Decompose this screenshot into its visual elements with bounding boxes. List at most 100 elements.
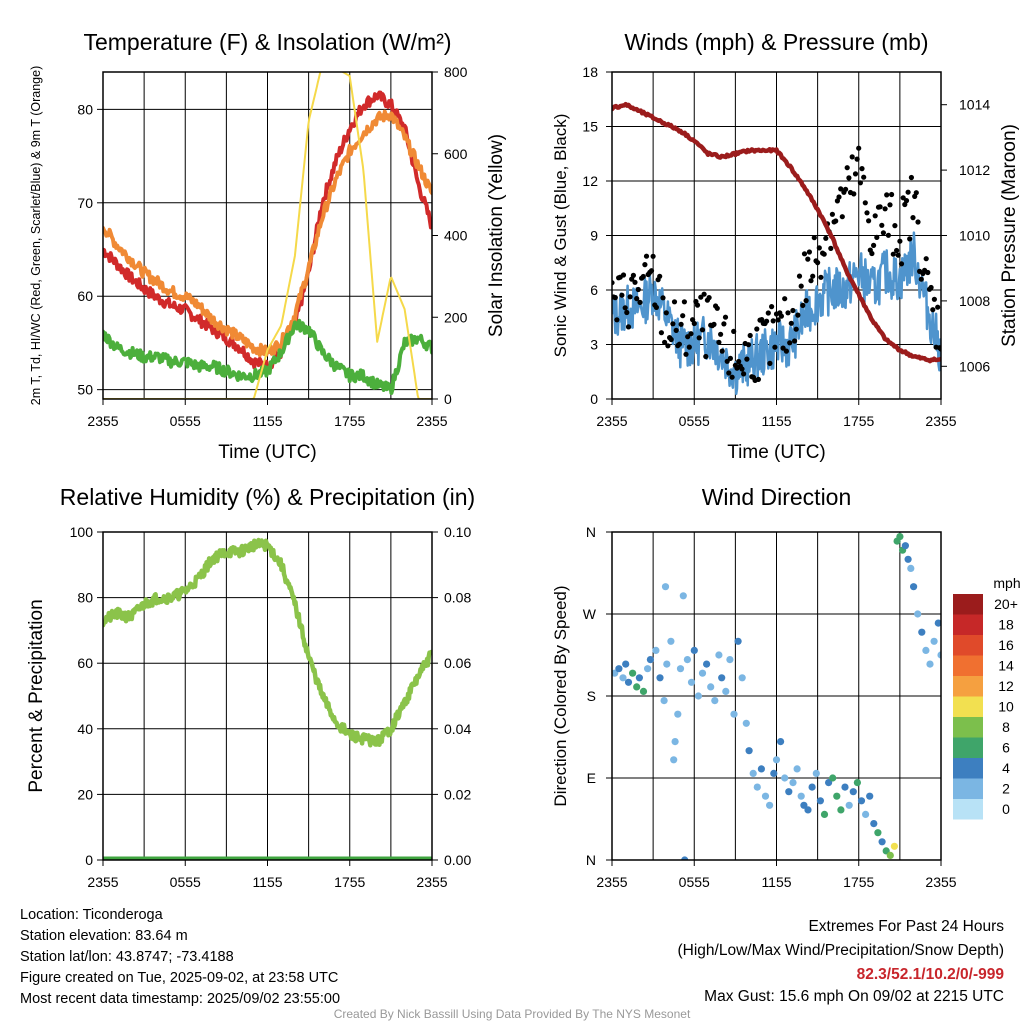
direction-point — [683, 656, 692, 664]
direction-point — [670, 756, 678, 764]
x-tick-label: 2355 — [925, 874, 956, 890]
direction-point — [656, 674, 664, 682]
gust-point — [706, 295, 712, 301]
gust-point — [931, 296, 938, 302]
x-tick-label: 2355 — [596, 874, 627, 890]
y2-tick-label: 1006 — [959, 358, 990, 374]
gust-point — [828, 245, 834, 251]
x-tick-label: 1155 — [761, 413, 791, 429]
direction-point — [841, 783, 849, 791]
gust-point — [859, 166, 865, 172]
colorbar-label: 4 — [1002, 760, 1010, 776]
x-tick-label: 1755 — [334, 874, 365, 890]
gust-point — [829, 211, 836, 217]
direction-point — [772, 756, 781, 764]
gust-point — [885, 232, 892, 238]
y-tick-label: 80 — [77, 101, 93, 117]
direction-point — [619, 674, 627, 682]
gust-point — [681, 299, 688, 305]
gust-point — [838, 186, 844, 192]
direction-point — [785, 788, 793, 796]
gust-point — [897, 238, 903, 244]
y-axis-label: Sonic Wind & Gust (Blue, Black) — [551, 114, 570, 358]
y2-tick-label: 1008 — [959, 293, 990, 309]
gust-point — [642, 262, 648, 268]
colorbar-label: 14 — [998, 658, 1014, 674]
direction-point — [789, 779, 797, 787]
gust-point — [905, 189, 911, 195]
direction-point — [890, 842, 899, 850]
direction-point — [734, 637, 742, 645]
direction-point — [910, 583, 918, 591]
gust-point — [660, 295, 666, 301]
colorbar-label: 16 — [998, 637, 1014, 653]
gust-point — [895, 252, 901, 258]
y-tick-label: 6 — [590, 282, 598, 298]
gust-point — [665, 343, 671, 349]
direction-point — [937, 651, 941, 659]
gust-point — [892, 223, 898, 229]
gust-point — [635, 286, 641, 293]
y2-tick-label: 400 — [444, 228, 468, 244]
y2-tick-label: 1010 — [959, 228, 990, 244]
gust-point — [657, 273, 663, 279]
gust-point — [935, 304, 941, 310]
gust-point — [877, 204, 883, 210]
gust-point — [683, 351, 689, 357]
direction-point — [812, 769, 820, 778]
colorbar-swatch — [953, 737, 983, 758]
direction-point — [646, 656, 655, 664]
colorbar-swatch — [953, 635, 983, 656]
direction-point — [793, 765, 801, 773]
x-axis-label: Time (UTC) — [727, 442, 826, 463]
y-tick-label: 0 — [85, 852, 93, 868]
gust-point — [726, 370, 732, 376]
gust-point — [884, 192, 890, 198]
gust-point — [775, 317, 781, 323]
gust-point — [795, 312, 801, 318]
gust-point — [903, 198, 910, 204]
gust-point — [701, 291, 707, 297]
gust-point — [808, 278, 814, 284]
direction-point — [687, 678, 696, 686]
gust-point — [625, 324, 632, 330]
direction-point — [726, 656, 734, 664]
y2-axis-label: Solar Insolation (Yellow) — [486, 134, 507, 337]
gust-point — [872, 213, 878, 219]
gust-point — [634, 296, 640, 302]
gust-point — [770, 318, 776, 324]
colorbar-label: 2 — [1002, 781, 1010, 797]
gust-point — [739, 366, 745, 372]
x-tick-label: 2355 — [925, 413, 956, 429]
gust-point — [918, 276, 924, 282]
gust-point — [691, 320, 697, 327]
y2-tick-label: 0.02 — [444, 786, 471, 802]
gust-point — [823, 235, 829, 241]
direction-point — [639, 687, 648, 696]
gust-point — [908, 174, 915, 181]
gust-point — [907, 236, 913, 242]
colorbar-swatch — [953, 758, 983, 779]
gust-point — [887, 202, 893, 208]
gust-point — [673, 327, 679, 333]
gust-point — [699, 327, 706, 333]
gust-point — [714, 305, 720, 311]
gust-point — [898, 261, 905, 267]
gust-point — [668, 336, 674, 343]
gust-point — [637, 299, 643, 305]
chart-title: Wind Direction — [702, 484, 852, 510]
gust-point — [798, 283, 804, 289]
gust-point — [676, 341, 683, 347]
gust-point — [670, 321, 676, 327]
direction-point — [766, 801, 774, 809]
direction-point — [753, 783, 761, 791]
y2-tick-label: 1014 — [959, 97, 990, 113]
gust-point — [694, 302, 701, 308]
gust-point — [871, 242, 877, 248]
direction-point — [896, 533, 904, 541]
gust-point — [765, 310, 771, 316]
gust-point — [662, 339, 668, 345]
x-tick-label: 1755 — [843, 874, 874, 890]
gust-point — [806, 249, 813, 255]
series-line-pressure — [612, 101, 941, 364]
